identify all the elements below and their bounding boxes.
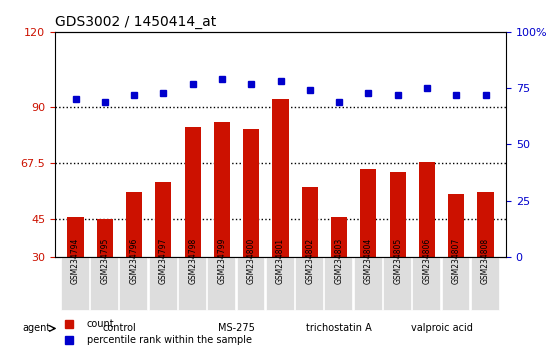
FancyBboxPatch shape xyxy=(442,257,469,309)
Bar xyxy=(126,192,142,257)
Text: GSM234802: GSM234802 xyxy=(305,238,314,284)
Text: GSM234807: GSM234807 xyxy=(452,238,461,284)
Text: GSM234799: GSM234799 xyxy=(217,238,227,284)
Bar xyxy=(272,99,289,257)
Text: GSM234801: GSM234801 xyxy=(276,238,285,284)
Text: trichostatin A: trichostatin A xyxy=(306,324,372,333)
Bar xyxy=(155,182,172,257)
FancyBboxPatch shape xyxy=(236,257,265,309)
Text: valproic acid: valproic acid xyxy=(411,324,472,333)
Bar xyxy=(389,172,406,257)
FancyBboxPatch shape xyxy=(207,257,235,309)
Text: GSM234806: GSM234806 xyxy=(422,238,431,284)
Bar xyxy=(97,219,113,257)
FancyBboxPatch shape xyxy=(471,257,499,309)
FancyBboxPatch shape xyxy=(178,314,294,341)
Bar xyxy=(185,127,201,257)
FancyBboxPatch shape xyxy=(90,257,118,309)
Text: GSM234794: GSM234794 xyxy=(71,238,80,284)
FancyBboxPatch shape xyxy=(383,257,411,309)
FancyBboxPatch shape xyxy=(383,314,499,341)
FancyBboxPatch shape xyxy=(61,314,177,341)
Text: GSM234808: GSM234808 xyxy=(481,238,490,284)
FancyBboxPatch shape xyxy=(412,257,440,309)
Text: percentile rank within the sample: percentile rank within the sample xyxy=(86,335,251,345)
Bar xyxy=(302,187,318,257)
FancyBboxPatch shape xyxy=(354,257,382,309)
Text: control: control xyxy=(102,324,136,333)
FancyBboxPatch shape xyxy=(295,257,323,309)
Text: MS-275: MS-275 xyxy=(218,324,255,333)
Bar xyxy=(331,217,347,257)
Bar xyxy=(68,217,84,257)
Text: GSM234796: GSM234796 xyxy=(130,238,139,284)
Bar xyxy=(419,162,435,257)
Bar xyxy=(448,194,464,257)
Text: GDS3002 / 1450414_at: GDS3002 / 1450414_at xyxy=(55,16,216,29)
Text: GSM234798: GSM234798 xyxy=(188,238,197,284)
FancyBboxPatch shape xyxy=(266,257,294,309)
Text: GSM234804: GSM234804 xyxy=(364,238,373,284)
Bar xyxy=(477,192,493,257)
FancyBboxPatch shape xyxy=(295,314,382,341)
FancyBboxPatch shape xyxy=(61,257,89,309)
Bar xyxy=(243,129,259,257)
Text: agent: agent xyxy=(23,324,51,333)
FancyBboxPatch shape xyxy=(178,257,206,309)
Bar xyxy=(214,122,230,257)
Text: GSM234800: GSM234800 xyxy=(247,238,256,284)
Bar xyxy=(360,169,376,257)
Text: GSM234803: GSM234803 xyxy=(334,238,344,284)
FancyBboxPatch shape xyxy=(324,257,352,309)
Text: GSM234797: GSM234797 xyxy=(159,238,168,284)
Text: GSM234805: GSM234805 xyxy=(393,238,402,284)
Text: count: count xyxy=(86,319,114,329)
Text: GSM234795: GSM234795 xyxy=(100,238,109,284)
FancyBboxPatch shape xyxy=(119,257,147,309)
FancyBboxPatch shape xyxy=(148,257,177,309)
